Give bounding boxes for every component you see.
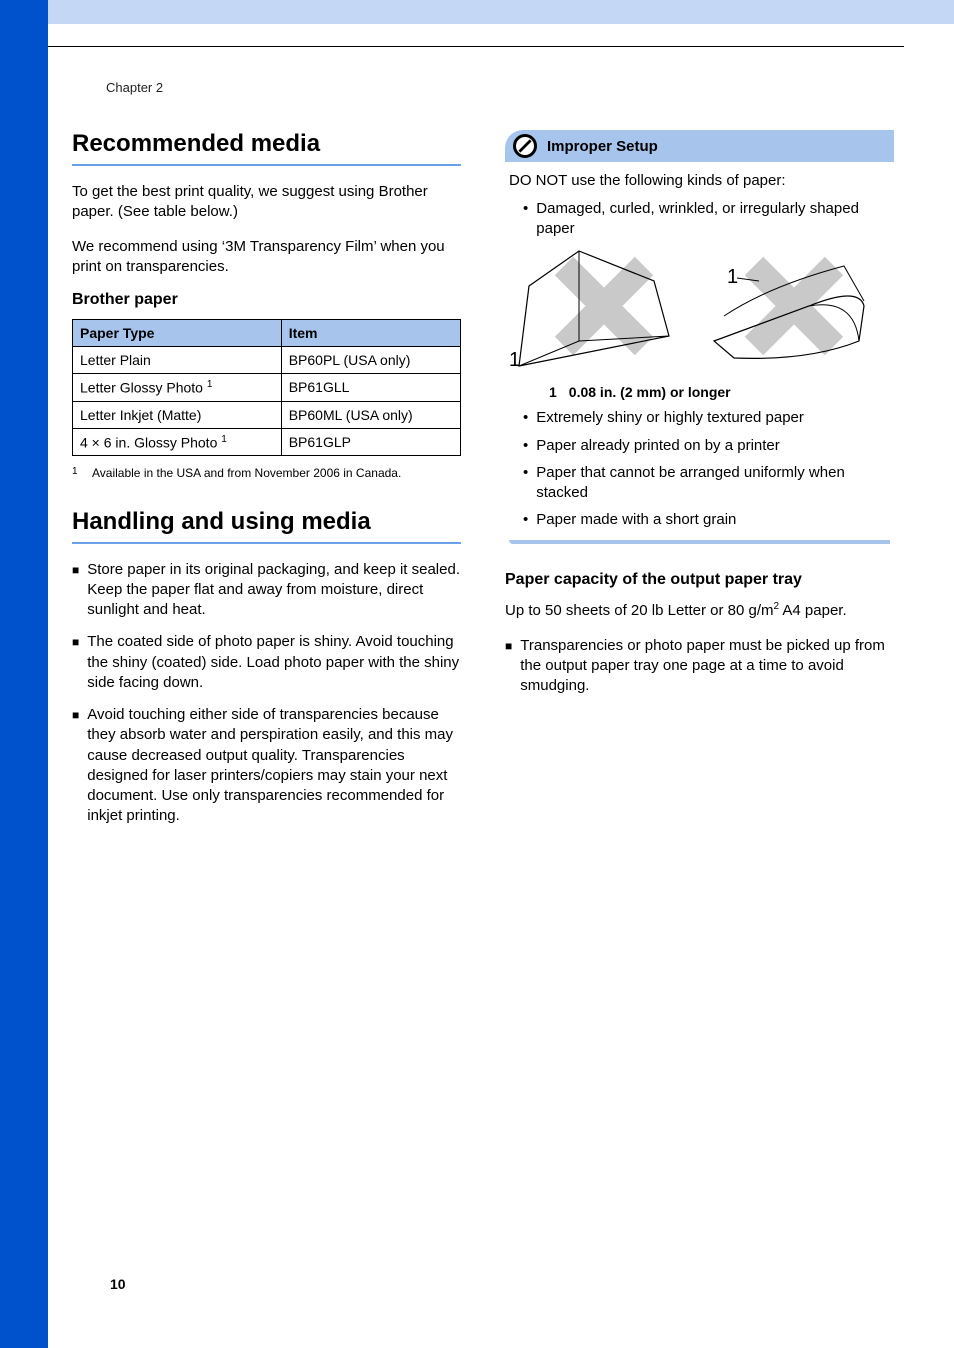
table-cell: BP60ML (USA only) xyxy=(281,401,460,428)
capacity-bullet-list: Transparencies or photo paper must be pi… xyxy=(505,636,894,697)
right-column: Improper Setup DO NOT use the following … xyxy=(505,130,894,1268)
svg-text:1: 1 xyxy=(727,266,738,288)
list-item: The coated side of photo paper is shiny.… xyxy=(72,632,461,693)
table-cell: 4 × 6 in. Glossy Photo 1 xyxy=(73,428,282,456)
left-column: Recommended media To get the best print … xyxy=(72,130,461,1268)
section-rule xyxy=(72,542,461,544)
left-color-band xyxy=(0,0,48,1348)
list-item: Paper made with a short grain xyxy=(523,510,890,530)
paper-defect-diagram: 1 1 xyxy=(509,246,879,376)
table-header-cell: Paper Type xyxy=(73,320,282,347)
list-item: Avoid touching either side of transparen… xyxy=(72,705,461,827)
footnote-number: 1 xyxy=(72,466,78,477)
callout-first-bullet-list: Damaged, curled, wrinkled, or irregularl… xyxy=(523,199,890,238)
table-row: Letter PlainBP60PL (USA only) xyxy=(73,347,461,374)
content-columns: Recommended media To get the best print … xyxy=(72,130,894,1268)
callout-header: Improper Setup xyxy=(505,130,894,162)
callout-bullet: Damaged, curled, wrinkled, or irregularl… xyxy=(536,199,890,238)
paper-capacity-text: Up to 50 sheets of 20 lb Letter or 80 g/… xyxy=(505,600,894,621)
paper-capacity-heading: Paper capacity of the output paper tray xyxy=(505,570,894,591)
diagram-caption: 1 0.08 in. (2 mm) or longer xyxy=(549,384,890,400)
paper-table: Paper Type Item Letter PlainBP60PL (USA … xyxy=(72,319,461,456)
table-row: 4 × 6 in. Glossy Photo 1BP61GLP xyxy=(73,428,461,456)
prohibit-icon xyxy=(513,134,537,158)
table-cell: Letter Glossy Photo 1 xyxy=(73,374,282,402)
caption-number: 1 xyxy=(549,384,557,400)
caption-text: 0.08 in. (2 mm) or longer xyxy=(569,384,731,400)
table-row: Letter Inkjet (Matte)BP60ML (USA only) xyxy=(73,401,461,428)
chapter-label: Chapter 2 xyxy=(106,80,163,95)
table-cell: BP61GLL xyxy=(281,374,460,402)
list-item: Paper that cannot be arranged uniformly … xyxy=(523,463,890,502)
page-number: 10 xyxy=(110,1276,126,1292)
table-header-row: Paper Type Item xyxy=(73,320,461,347)
callout-body: DO NOT use the following kinds of paper:… xyxy=(505,162,894,548)
handling-bullet-list: Store paper in its original packaging, a… xyxy=(72,560,461,827)
callout-intro: DO NOT use the following kinds of paper: xyxy=(509,172,890,189)
table-cell: BP60PL (USA only) xyxy=(281,347,460,374)
list-item: Paper already printed on by a printer xyxy=(523,436,890,456)
footnote-text: Available in the USA and from November 2… xyxy=(92,466,461,481)
section-rule xyxy=(72,164,461,166)
table-cell: Letter Plain xyxy=(73,347,282,374)
table-footnote: 1 Available in the USA and from November… xyxy=(72,466,461,481)
rec-media-p1: To get the best print quality, we sugges… xyxy=(72,182,461,223)
top-thin-rule xyxy=(48,46,904,47)
svg-text:1: 1 xyxy=(509,349,520,371)
list-item: Store paper in its original packaging, a… xyxy=(72,560,461,621)
list-item: Transparencies or photo paper must be pi… xyxy=(505,636,894,697)
table-row: Letter Glossy Photo 1BP61GLL xyxy=(73,374,461,402)
capacity-suffix: A4 paper. xyxy=(779,602,847,619)
brother-paper-heading: Brother paper xyxy=(72,291,461,309)
table-cell: BP61GLP xyxy=(281,428,460,456)
list-item: Extremely shiny or highly textured paper xyxy=(523,408,890,428)
callout-bottom-rule xyxy=(509,540,890,544)
table-cell: Letter Inkjet (Matte) xyxy=(73,401,282,428)
callout-rest-bullet-list: Extremely shiny or highly textured paper… xyxy=(523,408,890,530)
rec-media-p2: We recommend using ‘3M Transparency Film… xyxy=(72,237,461,278)
callout-title: Improper Setup xyxy=(547,138,658,155)
capacity-prefix: Up to 50 sheets of 20 lb Letter or 80 g/… xyxy=(505,602,774,619)
section-recommended-media-title: Recommended media xyxy=(72,130,461,158)
top-color-band xyxy=(48,0,954,24)
table-header-cell: Item xyxy=(281,320,460,347)
section-handling-media-title: Handling and using media xyxy=(72,508,461,536)
